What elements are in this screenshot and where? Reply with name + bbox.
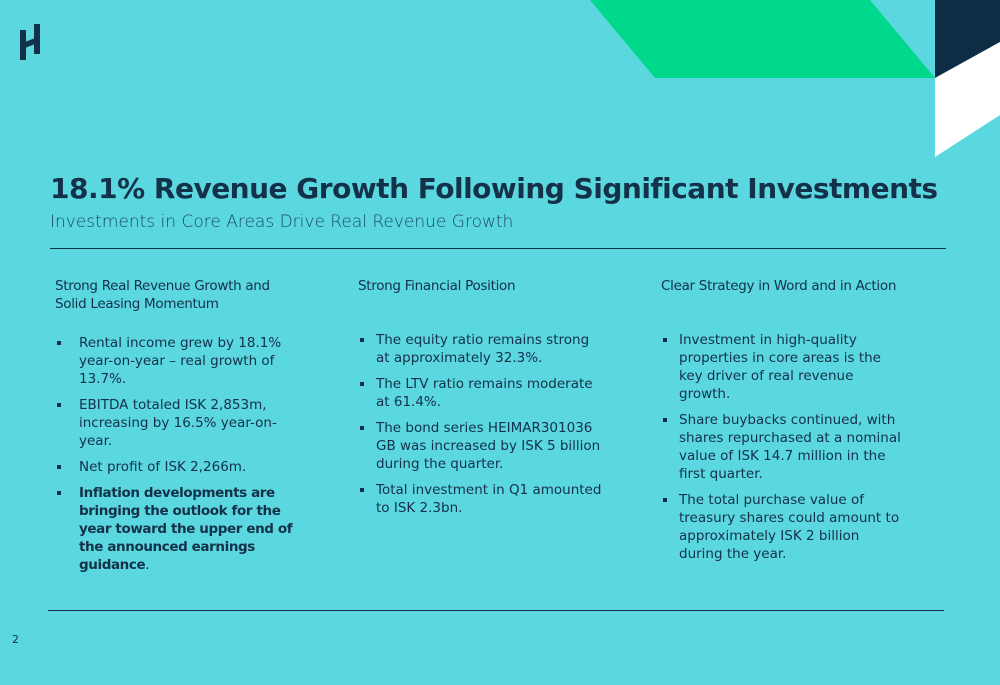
navy-block: [935, 0, 1000, 42]
bullet: The bond series HEIMAR301036 GB was incr…: [358, 419, 603, 473]
white-shape: [935, 42, 1000, 157]
bullet-list: Investment in high-quality properties in…: [661, 331, 906, 563]
bullet: Rental income grew by 18.1% year-on-year…: [55, 334, 300, 388]
bullet-text: Investment in high-quality properties in…: [679, 332, 881, 402]
page-number: 2: [12, 633, 19, 646]
bullet: The LTV ratio remains moderate at 61.4%.: [358, 375, 603, 411]
bullet: Net profit of ISK 2,266m.: [55, 458, 300, 476]
bullet: The total purchase value of treasury sha…: [661, 491, 906, 563]
column-heading: Strong Financial Position: [358, 278, 516, 294]
bullet-text: Rental income grew by 18.1% year-on-year…: [79, 335, 282, 387]
bullet-text: The total purchase value of treasury sha…: [679, 492, 900, 562]
bullet: Inflation developments are bringing the …: [55, 484, 300, 574]
decoration: [20, 0, 1000, 157]
bullet: EBITDA totaled ISK 2,853m, increasing by…: [55, 396, 300, 450]
bullet-text: EBITDA totaled ISK 2,853m, increasing by…: [79, 397, 277, 449]
subtitle: Investments in Core Areas Drive Real Rev…: [50, 212, 514, 232]
bullet: The equity ratio remains strong at appro…: [358, 331, 603, 367]
column: Strong Real Revenue Growth and Solid Lea…: [55, 277, 300, 582]
bullet-list: The equity ratio remains strong at appro…: [358, 331, 603, 517]
bullet-text: Total investment in Q1 amounted to ISK 2…: [376, 482, 602, 516]
bullet: Share buybacks continued, with shares re…: [661, 411, 906, 483]
bullet-text: Share buybacks continued, with shares re…: [679, 412, 901, 482]
bullet-text: The equity ratio remains strong at appro…: [376, 332, 590, 366]
bullet-bold-text: Inflation developments are bringing the …: [79, 485, 293, 573]
bullet-text: Net profit of ISK 2,266m.: [79, 459, 247, 475]
title: 18.1% Revenue Growth Following Significa…: [50, 172, 938, 205]
green-shape: [590, 0, 935, 78]
bullet-text: .: [145, 557, 150, 573]
divider: [50, 248, 946, 249]
column-heading: Clear Strategy in Word and in Action: [661, 278, 897, 294]
column-heading: Strong Real Revenue Growth and Solid Lea…: [55, 278, 270, 312]
bullet: Investment in high-quality properties in…: [661, 331, 906, 403]
column: Clear Strategy in Word and in Action Inve…: [661, 277, 906, 571]
bullet: Total investment in Q1 amounted to ISK 2…: [358, 481, 603, 517]
column: Strong Financial Position The equity rati…: [358, 277, 603, 525]
bullet-text: The LTV ratio remains moderate at 61.4%.: [376, 376, 593, 410]
logo: [20, 24, 40, 60]
bullet-text: The bond series HEIMAR301036 GB was incr…: [376, 420, 601, 472]
divider: [48, 610, 944, 611]
bullet-list: Rental income grew by 18.1% year-on-year…: [55, 334, 300, 574]
